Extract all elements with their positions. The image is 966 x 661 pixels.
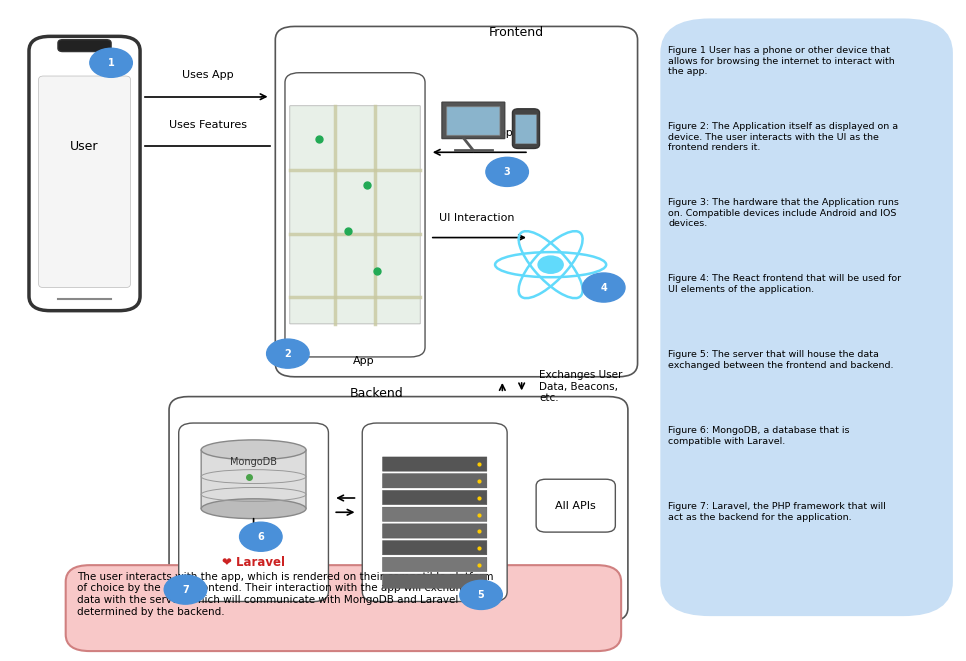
FancyBboxPatch shape (383, 490, 487, 504)
FancyBboxPatch shape (362, 423, 507, 602)
Circle shape (164, 575, 207, 604)
Text: 5: 5 (478, 590, 484, 600)
FancyBboxPatch shape (201, 449, 306, 509)
FancyBboxPatch shape (383, 574, 487, 588)
Circle shape (486, 157, 528, 186)
FancyBboxPatch shape (447, 107, 500, 136)
Text: 7: 7 (183, 584, 188, 595)
Text: The user interacts with the app, which is rendered on their compatible platform
: The user interacts with the app, which i… (77, 572, 494, 617)
Text: Uses Features: Uses Features (169, 120, 246, 130)
FancyBboxPatch shape (29, 36, 140, 311)
Text: Frontend: Frontend (489, 26, 545, 40)
Text: ❤️ Laravel: ❤️ Laravel (222, 556, 285, 568)
Text: App: App (353, 356, 374, 366)
Text: 1: 1 (108, 58, 114, 68)
FancyBboxPatch shape (383, 457, 487, 471)
Text: Figure 5: The server that will house the data
exchanged between the frontend and: Figure 5: The server that will house the… (668, 350, 894, 369)
FancyBboxPatch shape (66, 565, 621, 651)
Text: 4: 4 (601, 282, 607, 293)
Text: Exchanges User
Data, Beacons,
etc.: Exchanges User Data, Beacons, etc. (539, 370, 622, 403)
Text: User: User (71, 139, 99, 153)
Text: Figure 6: MongoDB, a database that is
compatible with Laravel.: Figure 6: MongoDB, a database that is co… (668, 426, 850, 446)
Text: Figure 7: Laravel, the PHP framework that will
act as the backend for the applic: Figure 7: Laravel, the PHP framework tha… (668, 502, 886, 522)
Circle shape (460, 580, 502, 609)
FancyBboxPatch shape (169, 397, 628, 621)
Text: Uses App: Uses App (182, 70, 234, 80)
FancyBboxPatch shape (58, 40, 111, 52)
Text: Figure 2: The Application itself as displayed on a
device. The user interacts wi: Figure 2: The Application itself as disp… (668, 122, 898, 152)
Circle shape (240, 522, 282, 551)
Text: MongoDB: MongoDB (230, 457, 277, 467)
FancyBboxPatch shape (383, 507, 487, 522)
FancyBboxPatch shape (512, 109, 539, 149)
FancyBboxPatch shape (39, 76, 130, 288)
FancyBboxPatch shape (383, 557, 487, 572)
Text: Figure 1 User has a phone or other device that
allows for browsing the internet : Figure 1 User has a phone or other devic… (668, 46, 895, 76)
FancyBboxPatch shape (285, 73, 425, 357)
Circle shape (582, 273, 625, 302)
Text: Figure 4: The React frontend that will be used for
UI elements of the applicatio: Figure 4: The React frontend that will b… (668, 274, 901, 293)
Circle shape (538, 256, 563, 273)
Text: Figure 3: The hardware that the Application runs
on. Compatible devices include : Figure 3: The hardware that the Applicat… (668, 198, 899, 228)
FancyBboxPatch shape (275, 26, 638, 377)
Text: Backend: Backend (350, 387, 404, 400)
Text: 3: 3 (504, 167, 510, 177)
FancyBboxPatch shape (383, 474, 487, 488)
FancyBboxPatch shape (179, 423, 328, 602)
FancyBboxPatch shape (516, 115, 537, 144)
Ellipse shape (201, 499, 306, 519)
Circle shape (90, 48, 132, 77)
FancyBboxPatch shape (383, 524, 487, 538)
FancyBboxPatch shape (290, 106, 420, 324)
Text: All APIs: All APIs (555, 500, 596, 511)
FancyBboxPatch shape (442, 102, 504, 139)
Circle shape (267, 339, 309, 368)
Ellipse shape (201, 440, 306, 460)
Text: UI Interaction: UI Interaction (440, 213, 515, 223)
FancyBboxPatch shape (662, 20, 952, 615)
Text: 2: 2 (285, 348, 291, 359)
Text: 6: 6 (258, 531, 264, 542)
FancyBboxPatch shape (383, 541, 487, 555)
FancyBboxPatch shape (536, 479, 615, 532)
Text: Renders App: Renders App (441, 128, 512, 137)
